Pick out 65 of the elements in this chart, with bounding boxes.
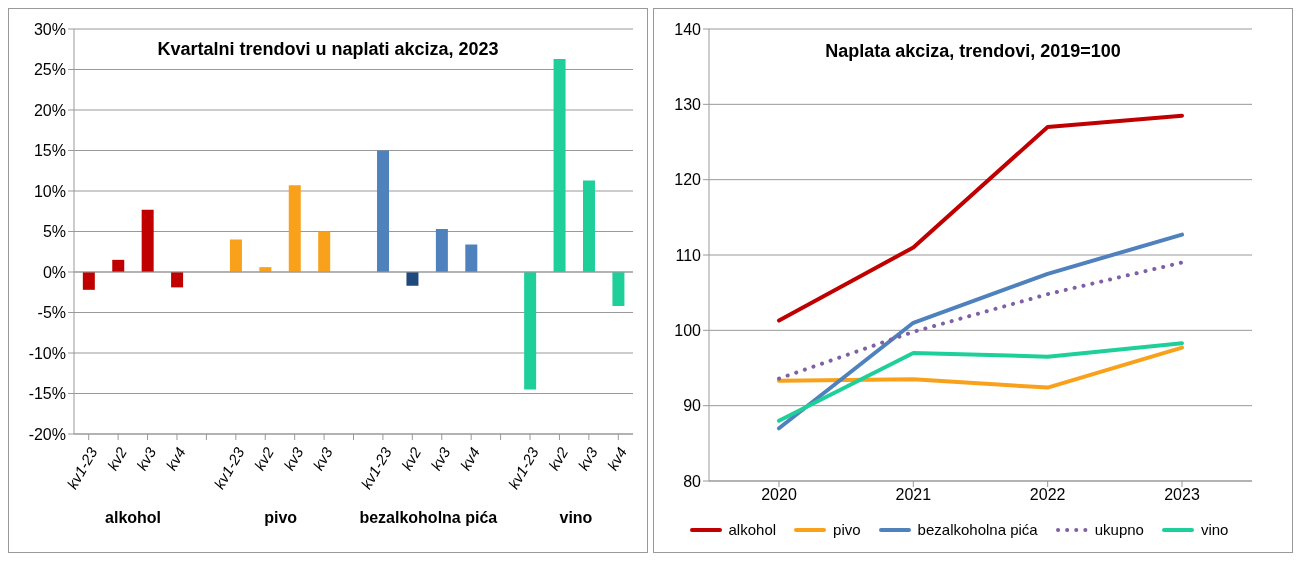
y-tick-label: 20% (33, 101, 66, 119)
bar (112, 259, 125, 272)
bar (524, 272, 537, 390)
bar (318, 231, 331, 272)
legend-label: pivo (832, 521, 861, 538)
y-tick-label: 15% (33, 142, 66, 160)
bar (435, 229, 448, 272)
y-tick-label: -15% (28, 385, 66, 403)
x-tick-label: kv2 (103, 443, 131, 474)
y-tick-label: 110 (675, 246, 702, 264)
y-tick-label: 10% (33, 182, 66, 200)
y-tick-label: 30% (33, 20, 66, 38)
x-tick-label: kv4 (603, 444, 631, 474)
x-tick-label: kv2 (397, 443, 425, 474)
y-tick-label: 0% (42, 263, 66, 281)
line-series (777, 113, 1184, 323)
line-series (777, 345, 1184, 390)
line-series (777, 341, 1184, 423)
bar (553, 58, 566, 272)
x-tick-label: kv3 (280, 443, 307, 474)
x-tick-label: kv2 (544, 443, 572, 474)
y-tick-label: 25% (33, 61, 66, 79)
text: Naplata akciza, trendovi, 2019=100 (824, 41, 1122, 62)
line-series (777, 260, 1184, 381)
y-tick-label: 90 (683, 397, 702, 415)
text: bezalkoholna pića (358, 509, 499, 527)
bar (377, 150, 390, 272)
legend-label: vino (1199, 521, 1229, 538)
bar (171, 272, 184, 288)
x-tick-label: kv3 (574, 443, 602, 474)
x-tick-label: kv4 (162, 444, 189, 474)
y-tick-label: 80 (683, 472, 702, 490)
y-tick-label: -10% (28, 344, 66, 362)
x-tick-label: kv3 (132, 443, 160, 474)
text: Kvartalni trendovi u naplati akciza, 2023 (156, 39, 500, 60)
y-tick-label: 130 (674, 96, 702, 114)
bar (612, 272, 625, 307)
text: alkohol (104, 509, 163, 527)
text: pivo (264, 509, 298, 526)
x-tick-label: kv2 (250, 443, 278, 474)
x-tick-label: kv3 (427, 443, 454, 474)
y-tick-label: 100 (674, 322, 702, 340)
x-tick-label: 2020 (761, 486, 797, 504)
x-tick-label: kv3 (309, 443, 337, 474)
x-tick-label: kv4 (456, 444, 484, 474)
bar (288, 185, 301, 272)
x-tick-label: 2022 (1029, 486, 1066, 504)
y-tick-label: -5% (37, 304, 66, 322)
bar (582, 180, 595, 272)
line-series (777, 232, 1184, 431)
y-tick-label: 5% (42, 223, 66, 241)
text: vino (559, 509, 593, 526)
y-tick-label: 140 (674, 20, 702, 38)
bar (465, 244, 478, 272)
bar (406, 272, 419, 286)
x-tick-label: 2023 (1164, 486, 1200, 504)
y-tick-label: 120 (674, 171, 702, 189)
legend-label: bezalkoholna pića (916, 521, 1038, 538)
bar (141, 209, 154, 272)
x-tick-label: 2021 (895, 486, 932, 504)
legend-label: ukupno (1093, 521, 1144, 538)
legend-label: alkohol (727, 521, 777, 538)
bar (82, 272, 95, 290)
y-tick-label: -20% (28, 425, 66, 443)
bar (229, 239, 242, 272)
